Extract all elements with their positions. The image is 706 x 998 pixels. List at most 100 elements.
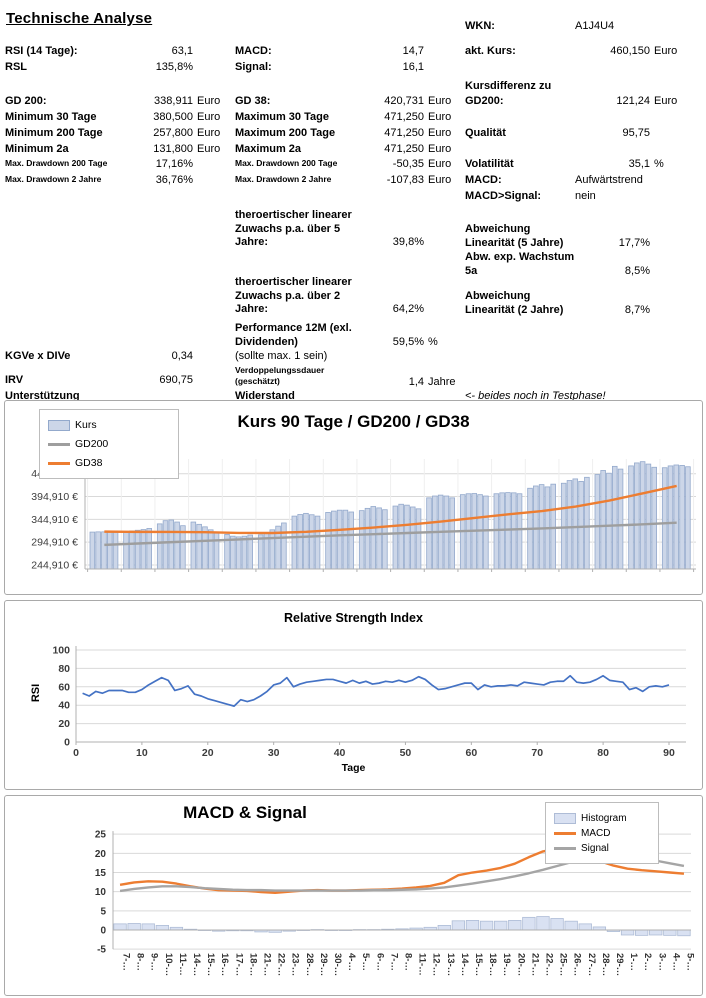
x-tick-label: 20 xyxy=(202,747,214,759)
kurs-bar xyxy=(146,528,152,570)
histogram-bar xyxy=(141,923,155,931)
stat-value: 121,24 xyxy=(616,95,650,107)
stat-label: RSI (14 Tage): xyxy=(5,45,78,57)
gd38-line xyxy=(104,484,677,535)
macd-line-swatch xyxy=(554,831,576,835)
x-tick-label: 0 xyxy=(73,747,79,759)
legend-label-kurs: Kurs xyxy=(75,419,97,431)
kurs-bar xyxy=(342,509,349,570)
y-tick-label: 100 xyxy=(52,645,70,657)
y-tick-label: 25 xyxy=(95,830,107,841)
kurs-bar xyxy=(578,481,584,570)
kurs-bar xyxy=(645,463,652,570)
histogram-bar xyxy=(635,929,649,936)
stat-label: RSL xyxy=(5,61,27,73)
kurs-bar xyxy=(617,468,624,570)
x-tick-label: 50 xyxy=(400,747,412,759)
stat-label: GD200: xyxy=(465,95,504,107)
y-tick-label: 294,910 € xyxy=(31,537,78,549)
histogram-bar xyxy=(437,925,451,931)
gd200-line-swatch xyxy=(48,442,70,446)
x-tick-label: 14-… xyxy=(459,953,470,976)
stat-value: -50,35 xyxy=(392,158,424,170)
x-tick-label: 25-… xyxy=(558,953,569,976)
stat-label: Maximum 200 Tage xyxy=(235,127,336,139)
kurs-chart-title: Kurs 90 Tage / GD200 / GD38 xyxy=(237,412,470,431)
kurs-bar xyxy=(95,531,101,570)
stat-label: Widerstand xyxy=(235,390,295,402)
x-tick-label: 8-… xyxy=(135,953,146,971)
stat-value: 131,800 xyxy=(153,143,193,155)
legend-item-histogram: Histogram xyxy=(554,811,650,826)
kurs-bar xyxy=(241,535,248,570)
x-tick-label: 30 xyxy=(268,747,280,759)
kurs-bar xyxy=(314,515,321,570)
kurs-bar xyxy=(673,464,680,570)
stat-value: 36,76% xyxy=(155,174,193,186)
histogram-bar xyxy=(127,923,141,931)
histogram-bar xyxy=(113,923,127,931)
stat-label: Minimum 30 Tage xyxy=(5,111,97,123)
kurs-bar xyxy=(235,536,242,570)
histogram-bar xyxy=(564,920,578,931)
kurs-bar xyxy=(612,465,618,570)
kurs-bar xyxy=(606,472,612,570)
stat-unit: Euro xyxy=(197,143,221,155)
x-tick-label: 15-… xyxy=(205,953,216,976)
x-tick-label: 8-… xyxy=(403,953,414,971)
stat-unit: Euro xyxy=(197,127,221,139)
histogram-bar xyxy=(677,929,691,937)
stat-value: 257,800 xyxy=(153,127,193,139)
legend-label-signal: Signal xyxy=(581,842,609,854)
stat-unit: Euro xyxy=(197,111,221,123)
stat-label: Maximum 2a xyxy=(235,143,302,155)
histogram-bar xyxy=(465,920,480,931)
gd200-line xyxy=(104,521,677,547)
stat-label: Max. Drawdown 2 Jahre xyxy=(235,174,332,184)
kurs-bar xyxy=(123,531,129,570)
kurs-bar xyxy=(398,503,404,570)
stat-label: theroertischer linearer Zuwachs p.a. übe… xyxy=(235,276,352,315)
histogram-bar xyxy=(536,916,550,931)
x-tick-label: 20-… xyxy=(515,953,526,976)
kurs-bar xyxy=(325,512,331,570)
x-tick-label: 17-… xyxy=(233,953,244,976)
histogram-bar xyxy=(550,918,564,931)
stat-label: Abweichung Linearität (2 Jahre) xyxy=(465,290,564,316)
x-tick-label: 6-… xyxy=(374,953,385,971)
histogram-bar xyxy=(578,923,592,931)
x-tick-label: 29-… xyxy=(318,953,329,976)
stat-value: 95,75 xyxy=(622,127,650,139)
kurs-bar xyxy=(415,508,422,570)
stat-label: GD 38: xyxy=(235,95,271,107)
stat-label: KGVe x DIVe xyxy=(5,350,71,362)
stat-label: Minimum 2a xyxy=(5,143,69,155)
stat-label: MACD: xyxy=(235,45,272,57)
signal-line-swatch xyxy=(554,846,576,850)
x-tick-label: 60 xyxy=(465,747,477,759)
kurs-bar xyxy=(331,510,337,570)
stat-label: MACD: xyxy=(465,174,502,186)
histogram-bar xyxy=(451,920,466,931)
macd-chart-title: MACD & Signal xyxy=(183,803,307,822)
kurs-bar xyxy=(257,534,264,570)
stat-label: Max. Drawdown 200 Tage xyxy=(235,158,338,168)
histogram-bar xyxy=(155,925,169,931)
stat-unit: Jahre xyxy=(428,376,456,388)
histogram-bar xyxy=(620,929,635,936)
x-tick-label: 70 xyxy=(531,747,543,759)
y-tick-label: 344,910 € xyxy=(31,514,78,526)
stat-value: 16,1 xyxy=(402,61,424,73)
x-tick-label: 26-… xyxy=(572,953,583,976)
x-tick-label: 27-… xyxy=(586,953,597,976)
kurs-bar xyxy=(409,506,416,570)
y-tick-label: 0 xyxy=(100,926,106,937)
stat-label: Unterstützung xyxy=(5,390,80,402)
kurs-bar xyxy=(392,505,399,570)
stat-value: 64,2% xyxy=(392,303,424,315)
x-tick-label: 40 xyxy=(334,747,346,759)
histogram-bar xyxy=(508,920,522,931)
stat-label: Performance 12M (exl. Dividenden) xyxy=(235,322,352,348)
y-tick-label: 40 xyxy=(58,700,70,712)
x-tick-label: 29-… xyxy=(614,953,625,976)
